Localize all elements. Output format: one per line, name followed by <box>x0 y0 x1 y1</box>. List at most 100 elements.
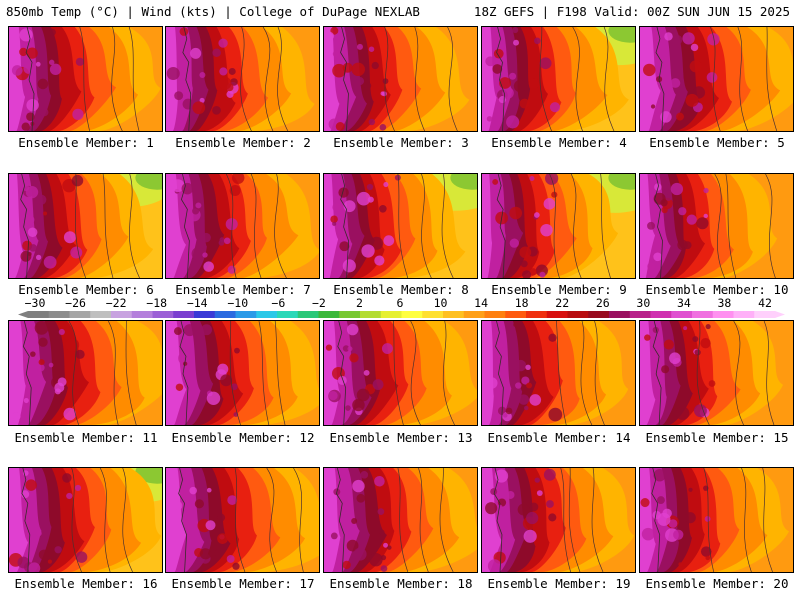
colorbar-labels: −30 −26 −22 −18 −14 −10 −6 −2 2 6 10 14 18 22 26 30 34 38… <box>0 296 800 310</box>
ensemble-member-label: Ensemble Member: 12 <box>171 430 315 445</box>
colorbar-swatch <box>152 311 174 318</box>
ensemble-member-label: Ensemble Member: 20 <box>645 576 789 591</box>
colorbar-tick-label: −26 <box>65 296 86 310</box>
colorbar-tick-label: −10 <box>227 296 249 310</box>
colorbar-swatch <box>90 311 112 318</box>
colorbar-swatch <box>277 311 299 318</box>
colorbar-swatch <box>733 311 755 318</box>
colorbar-tick-label: −14 <box>186 296 208 310</box>
colorbar-swatch <box>194 311 216 318</box>
ensemble-member-label: Ensemble Member: 15 <box>645 430 789 445</box>
ensemble-member-map <box>8 26 163 132</box>
colorbar-swatch <box>588 311 610 318</box>
ensemble-member-map <box>639 320 794 426</box>
colorbar-swatch <box>360 311 382 318</box>
ensemble-member-map <box>323 26 478 132</box>
ensemble-member-label: Ensemble Member: 4 <box>491 135 627 150</box>
colorbar-tick-label: 22 <box>555 296 570 310</box>
colorbar-tick-label: −6 <box>271 296 286 310</box>
colorbar-swatch <box>235 311 257 318</box>
colorbar-left-arrow <box>18 311 28 318</box>
ensemble-member-label: Ensemble Member: 13 <box>329 430 473 445</box>
colorbar-swatch <box>69 311 91 318</box>
colorbar-swatch <box>256 311 278 318</box>
colorbar-swatch <box>297 311 319 318</box>
colorbar-tick-label: 6 <box>396 296 404 310</box>
ensemble-member-label: Ensemble Member: 11 <box>14 430 158 445</box>
ensemble-member-map <box>165 320 320 426</box>
colorbar-swatch <box>318 311 340 318</box>
ensemble-member-map <box>165 173 320 279</box>
colorbar-swatch <box>526 311 548 318</box>
colorbar-swatch <box>443 311 465 318</box>
run-valid-time: 18Z GEFS | F198 Valid: 00Z SUN JUN 15 20… <box>473 4 790 19</box>
colorbar-tick-label: 26 <box>595 296 610 310</box>
colorbar-swatch <box>650 311 672 318</box>
colorbar-swatch <box>380 311 402 318</box>
colorbar-swatch <box>484 311 506 318</box>
colorbar-tick-label: 38 <box>717 296 732 310</box>
colorbar-tick-label: 14 <box>474 296 489 310</box>
ensemble-member-label: Ensemble Member: 6 <box>18 282 154 297</box>
ensemble-member-map <box>639 173 794 279</box>
ensemble-member-label: Ensemble Member: 10 <box>645 282 789 297</box>
colorbar-tick-label: 10 <box>433 296 448 310</box>
ensemble-member-label: Ensemble Member: 2 <box>175 135 311 150</box>
ensemble-member-map <box>8 173 163 279</box>
colorbar-tick-label: 42 <box>758 296 772 310</box>
temperature-colorbar <box>18 311 785 318</box>
ensemble-member-label: Ensemble Member: 9 <box>491 282 627 297</box>
colorbar-tick-label: 34 <box>676 296 691 310</box>
colorbar-swatch <box>712 311 734 318</box>
colorbar-swatch <box>131 311 153 318</box>
colorbar-swatch <box>463 311 485 318</box>
colorbar-swatch <box>111 311 133 318</box>
ensemble-member-label: Ensemble Member: 1 <box>18 135 154 150</box>
ensemble-member-map <box>481 467 636 573</box>
ensemble-member-map <box>481 320 636 426</box>
ensemble-member-map <box>639 26 794 132</box>
colorbar-swatch <box>671 311 693 318</box>
colorbar-swatch <box>48 311 70 318</box>
ensemble-member-map <box>165 467 320 573</box>
colorbar-swatch <box>754 311 776 318</box>
colorbar-tick-label: 30 <box>636 296 651 310</box>
ensemble-member-map <box>639 467 794 573</box>
ensemble-member-label: Ensemble Member: 8 <box>333 282 469 297</box>
ensemble-member-label: Ensemble Member: 17 <box>171 576 315 591</box>
colorbar-swatch <box>401 311 423 318</box>
ensemble-member-map <box>323 320 478 426</box>
ensemble-member-map <box>323 467 478 573</box>
colorbar-swatch <box>546 311 568 318</box>
colorbar-swatch <box>609 311 631 318</box>
colorbar-tick-label: 2 <box>355 296 363 310</box>
ensemble-member-label: Ensemble Member: 7 <box>175 282 311 297</box>
colorbar-swatch <box>692 311 714 318</box>
colorbar-swatch <box>422 311 444 318</box>
ensemble-member-map <box>8 320 163 426</box>
ensemble-member-label: Ensemble Member: 14 <box>487 430 631 445</box>
colorbar-tick-label: 18 <box>514 296 529 310</box>
colorbar-swatch <box>339 311 361 318</box>
colorbar-right-arrow <box>775 311 785 318</box>
colorbar-tick-label: −22 <box>105 296 127 310</box>
map-title: 850mb Temp (°C) | Wind (kts) | College o… <box>6 4 420 19</box>
colorbar-tick-label: −18 <box>146 296 168 310</box>
colorbar-swatch <box>629 311 651 318</box>
ensemble-member-map <box>165 26 320 132</box>
ensemble-member-map <box>481 173 636 279</box>
ensemble-member-label: Ensemble Member: 16 <box>14 576 158 591</box>
colorbar-swatch <box>173 311 195 318</box>
colorbar-tick-label: −30 <box>24 296 46 310</box>
colorbar-swatch <box>214 311 236 318</box>
ensemble-member-label: Ensemble Member: 19 <box>487 576 631 591</box>
colorbar-swatch <box>505 311 527 318</box>
ensemble-member-label: Ensemble Member: 3 <box>333 135 469 150</box>
ensemble-member-map <box>481 26 636 132</box>
ensemble-member-map <box>323 173 478 279</box>
ensemble-member-label: Ensemble Member: 18 <box>329 576 473 591</box>
colorbar-swatch <box>28 311 50 318</box>
colorbar-tick-label: −2 <box>311 296 326 310</box>
ensemble-member-map <box>8 467 163 573</box>
ensemble-member-label: Ensemble Member: 5 <box>649 135 785 150</box>
